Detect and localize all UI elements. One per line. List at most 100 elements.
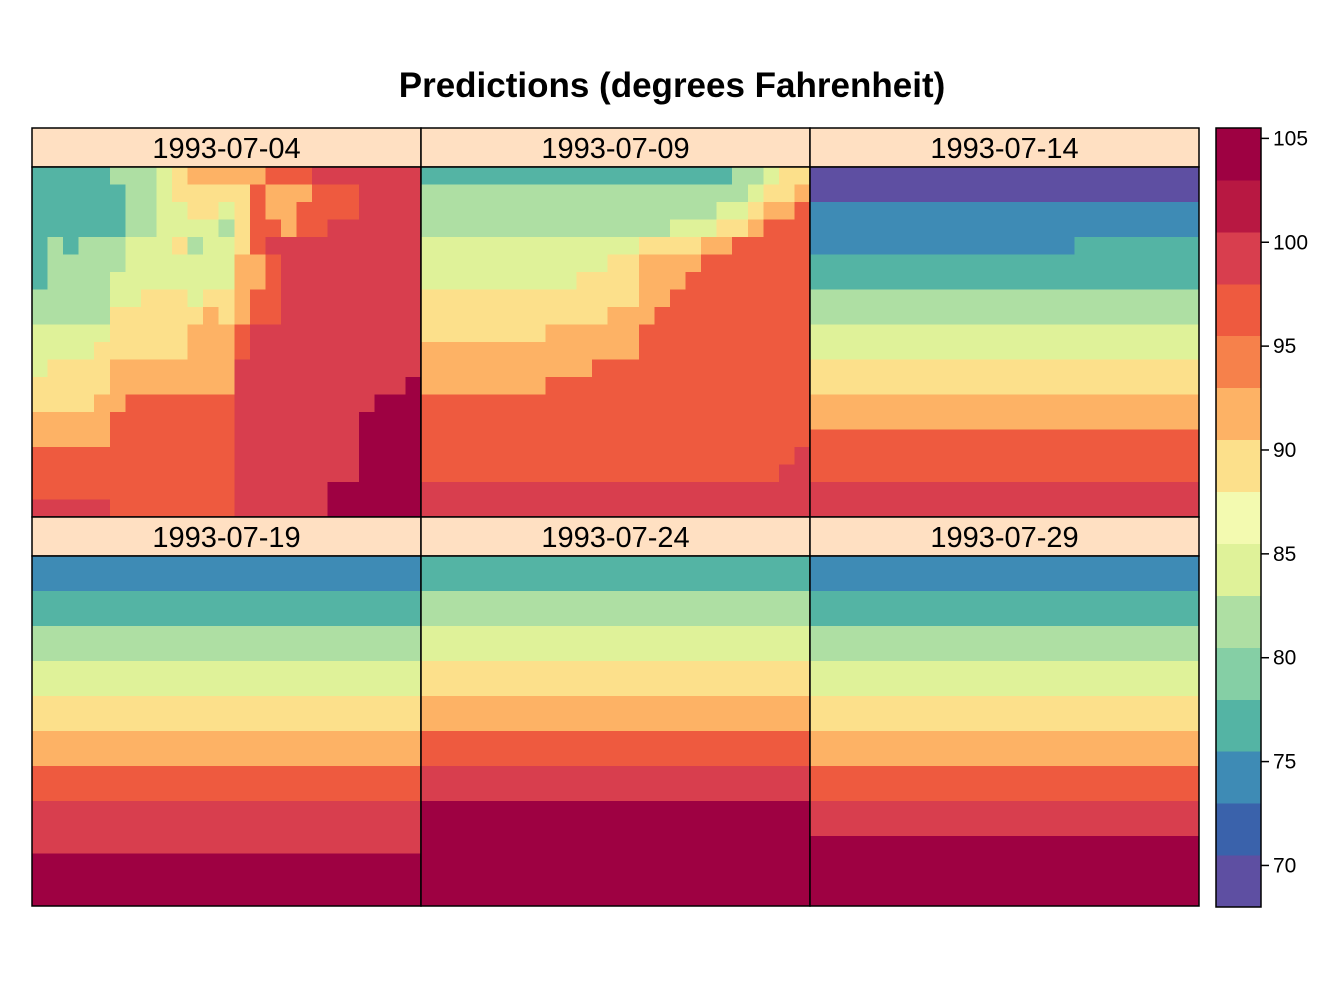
heatmap-cell [187, 237, 204, 256]
heatmap-cell [965, 289, 982, 308]
heatmap-cell [701, 801, 718, 820]
heatmap-cell [1183, 237, 1200, 256]
heatmap-cell [918, 167, 936, 186]
heatmap-cell [794, 626, 811, 645]
heatmap-cell [763, 766, 780, 785]
heatmap-cell [841, 871, 858, 890]
heatmap-cell [934, 237, 951, 256]
heatmap-cell [218, 591, 235, 610]
heatmap-cell [592, 591, 609, 610]
heatmap-cell [638, 853, 655, 872]
heatmap-cell [1012, 591, 1029, 610]
heatmap-cell [1074, 219, 1091, 238]
heatmap-cell [343, 289, 360, 308]
heatmap-cell [825, 643, 842, 662]
heatmap-cell [140, 412, 158, 431]
heatmap-cell [918, 766, 936, 785]
heatmap-cell [218, 888, 235, 907]
heatmap-cell [638, 307, 655, 326]
heatmap-cell [529, 202, 547, 221]
heatmap-cell [1027, 766, 1044, 785]
heatmap-cell [1167, 447, 1185, 466]
heatmap-cell [1105, 499, 1122, 518]
heatmap-cell [280, 447, 298, 466]
legend-tick-label: 100 [1273, 231, 1308, 254]
heatmap-cell [1136, 696, 1153, 715]
heatmap-cell [887, 219, 904, 238]
heatmap-cell [825, 766, 842, 785]
heatmap-cell [841, 713, 858, 732]
heatmap-cell [343, 447, 360, 466]
heatmap-cell [701, 289, 718, 308]
heatmap-cell [903, 888, 920, 907]
heatmap-cell [1167, 626, 1185, 645]
heatmap-cell [747, 661, 764, 680]
heatmap-cell [778, 573, 796, 592]
heatmap-cell [63, 412, 80, 431]
heatmap-cell [498, 643, 515, 662]
heatmap-cell [312, 713, 329, 732]
heatmap-cell [343, 482, 360, 501]
heatmap-cell [452, 818, 469, 837]
heatmap-cell [778, 783, 796, 802]
heatmap-cell [1121, 871, 1138, 890]
heatmap-cell [498, 591, 515, 610]
heatmap-cell [872, 661, 889, 680]
heatmap-cell [825, 219, 842, 238]
heatmap-cell [140, 202, 158, 221]
heatmap-cell [669, 429, 687, 448]
heatmap-cell [78, 888, 95, 907]
heatmap-cell [623, 377, 640, 396]
heatmap-cell [78, 359, 95, 378]
heatmap-cell [374, 731, 391, 750]
heatmap-cell [296, 254, 313, 273]
heatmap-cell [514, 836, 531, 855]
heatmap-cell [1136, 573, 1153, 592]
heatmap-cell [950, 731, 967, 750]
heatmap-cell [685, 307, 702, 326]
heatmap-cell [1090, 836, 1107, 855]
heatmap-cell [172, 464, 189, 483]
heatmap-cell [47, 482, 64, 501]
heatmap-cell [125, 464, 142, 483]
heatmap-cell [732, 324, 749, 343]
heatmap-cell [498, 167, 515, 186]
heatmap-cell [623, 766, 640, 785]
heatmap-cell [1167, 307, 1185, 326]
heatmap-cell [685, 429, 702, 448]
heatmap-cell [156, 464, 173, 483]
heatmap-cell [856, 429, 873, 448]
heatmap-cell [514, 678, 531, 697]
heatmap-cell [280, 482, 298, 501]
heatmap-cell [280, 237, 298, 256]
heatmap-cell [1167, 464, 1185, 483]
heatmap-cell [389, 219, 407, 238]
heatmap-cell [716, 696, 733, 715]
heatmap-cell [421, 748, 438, 767]
heatmap-cell [732, 499, 749, 518]
heatmap-cell [187, 731, 204, 750]
heatmap-cell [794, 783, 811, 802]
heatmap-cell [950, 167, 967, 186]
heatmap-cell [187, 713, 204, 732]
heatmap-cell [545, 307, 562, 326]
heatmap-cell [1105, 801, 1122, 820]
heatmap-cell [109, 766, 126, 785]
heatmap-cell [436, 556, 453, 575]
heatmap-cell [950, 678, 967, 697]
heatmap-cell [203, 272, 220, 291]
heatmap-cell [389, 447, 407, 466]
heatmap-cell [794, 801, 811, 820]
heatmap-cell [1121, 801, 1138, 820]
heatmap-cell [312, 661, 329, 680]
heatmap-cell [1105, 184, 1122, 203]
heatmap-cell [47, 801, 64, 820]
heatmap-cell [1183, 394, 1200, 413]
heatmap-cell [1167, 237, 1185, 256]
heatmap-cell [452, 871, 469, 890]
heatmap-cell [763, 626, 780, 645]
heatmap-cell [576, 377, 593, 396]
heatmap-cell [1105, 412, 1122, 431]
heatmap-cell [47, 447, 64, 466]
heatmap-cell [498, 324, 515, 343]
